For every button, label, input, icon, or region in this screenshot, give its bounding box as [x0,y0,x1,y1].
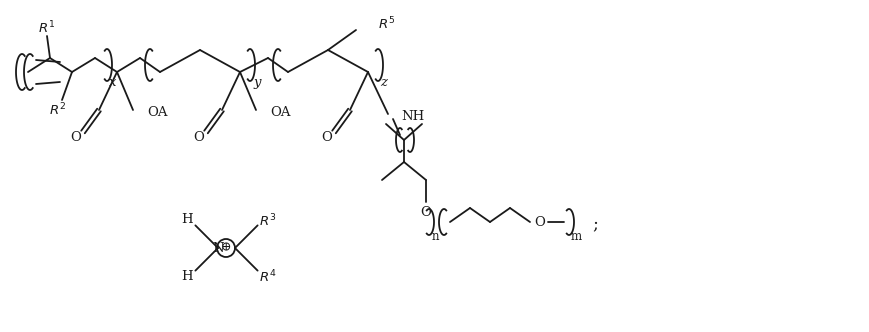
Text: n: n [431,230,438,243]
Text: H: H [182,213,193,226]
Text: OA: OA [269,106,290,119]
Text: ⊕: ⊕ [221,241,231,255]
Text: O: O [420,206,431,218]
Text: z: z [380,75,387,89]
Text: $R^3$: $R^3$ [259,213,275,230]
Text: O: O [70,130,82,143]
Text: $R^5$: $R^5$ [377,16,395,32]
Text: $R^1$: $R^1$ [38,20,56,36]
Text: y: y [253,75,261,89]
Text: $R^2$: $R^2$ [49,102,65,118]
Text: O: O [193,130,204,143]
Text: NH: NH [401,110,424,123]
Text: ;: ; [591,215,597,232]
Text: $R^4$: $R^4$ [259,268,276,285]
Text: OA: OA [147,106,168,119]
Text: O: O [534,215,545,228]
Text: m: m [570,230,580,243]
Text: x: x [109,75,116,89]
Text: O: O [322,130,332,143]
Text: H: H [182,270,193,283]
Text: N: N [212,241,223,255]
